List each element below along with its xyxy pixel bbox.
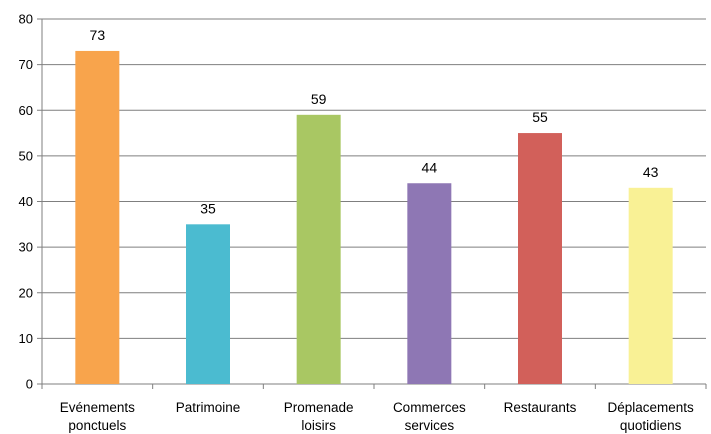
data-label: 55 xyxy=(532,109,548,125)
y-tick-label: 40 xyxy=(19,194,33,209)
y-tick-label: 20 xyxy=(19,285,33,300)
x-category-label: Commerces xyxy=(393,400,466,415)
x-category-label: Déplacements xyxy=(608,400,695,415)
y-tick-label: 10 xyxy=(19,331,33,346)
data-label: 43 xyxy=(643,164,659,180)
data-labels: 73 35 59 44 55 43 xyxy=(90,27,659,216)
data-label: 35 xyxy=(200,200,216,216)
y-tick-label: 80 xyxy=(19,12,33,27)
bar xyxy=(407,183,452,384)
x-category-label: quotidiens xyxy=(620,418,682,433)
bar xyxy=(75,50,120,384)
bar xyxy=(296,114,341,384)
axes xyxy=(37,18,707,389)
x-category-label: Restaurants xyxy=(504,400,577,415)
gridlines xyxy=(42,18,706,339)
x-category-label: Patrimoine xyxy=(176,400,241,415)
x-category-label: services xyxy=(405,418,455,433)
y-tick-label: 30 xyxy=(19,240,33,255)
x-category-label: ponctuels xyxy=(68,418,126,433)
data-label: 44 xyxy=(422,159,438,175)
y-tick-label: 60 xyxy=(19,103,33,118)
y-tick-label: 0 xyxy=(26,377,33,392)
bar xyxy=(518,133,562,384)
data-label: 59 xyxy=(311,91,327,107)
x-category-label: Promenade xyxy=(284,400,354,415)
bars xyxy=(75,50,673,384)
bar xyxy=(628,187,673,384)
data-label: 73 xyxy=(90,27,106,43)
y-axis-ticks: 0 10 20 30 40 50 60 70 80 xyxy=(19,12,33,392)
x-category-label: Evénements xyxy=(60,400,135,415)
x-axis-labels: Evénements ponctuels Patrimoine Promenade lo… xyxy=(60,400,694,433)
y-tick-label: 70 xyxy=(19,57,33,72)
bar xyxy=(186,224,230,384)
x-category-label: loisirs xyxy=(301,418,336,433)
y-tick-label: 50 xyxy=(19,148,33,163)
